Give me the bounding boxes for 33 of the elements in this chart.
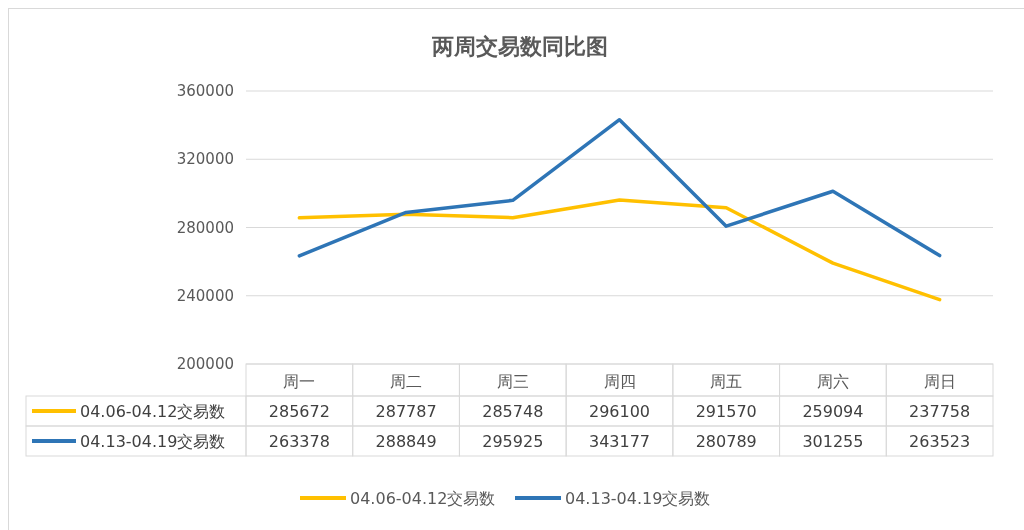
- data-label: 295925: [482, 432, 544, 451]
- text: 04.06-04.12交易数: [350, 489, 496, 508]
- data-label: 259094: [802, 402, 864, 421]
- line-series: [297, 198, 942, 302]
- data-label: 296100: [588, 402, 651, 421]
- data-label: 285672: [268, 402, 330, 421]
- data-label: 285748: [482, 402, 544, 421]
- y-tick-label: 240000: [176, 286, 234, 305]
- data-label: 291570: [695, 402, 757, 421]
- data-label: 280789: [695, 432, 757, 451]
- data-label: 301255: [802, 432, 864, 451]
- line-series: [297, 117, 942, 258]
- data-label: 263378: [268, 432, 330, 451]
- x-tick-label: 周二: [390, 372, 423, 391]
- chart-title: 两周交易数同比图: [431, 34, 608, 59]
- x-tick-label: 周三: [496, 372, 529, 391]
- data-label: 263523: [909, 432, 971, 451]
- x-tick-label: 周四: [603, 372, 636, 391]
- data-label: 287787: [375, 402, 437, 421]
- x-tick-label: 周一: [283, 372, 316, 391]
- data-label: 288849: [375, 432, 437, 451]
- y-tick-label: 360000: [176, 82, 234, 100]
- legend-label: 04.06-04.12交易数: [80, 402, 226, 421]
- x-tick-label: 周六: [816, 372, 849, 391]
- y-tick-label: 320000: [176, 150, 234, 169]
- legend-label: 04.13-04.19交易数: [80, 432, 226, 451]
- x-tick-label: 周五: [710, 372, 743, 391]
- x-tick-label: 周日: [923, 372, 956, 391]
- data-label: 343177: [588, 432, 651, 451]
- text: 04.13-04.19交易数: [565, 489, 711, 508]
- data-label: 237758: [909, 402, 971, 421]
- y-tick-label: 200000: [176, 355, 234, 373]
- y-tick-label: 280000: [176, 218, 234, 237]
